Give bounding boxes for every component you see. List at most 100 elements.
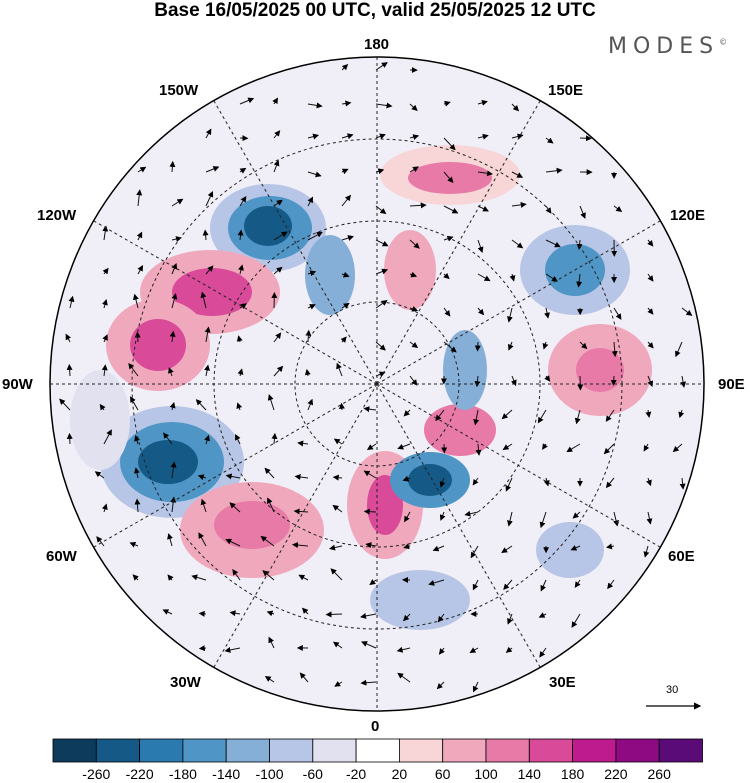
wind-arrow (307, 196, 313, 207)
wind-arrow (170, 461, 177, 479)
colorbar-tick-label: 100 (474, 766, 498, 782)
wind-arrow (645, 409, 652, 418)
wind-arrow (439, 477, 446, 488)
wind-arrow (375, 268, 388, 275)
wind-arrow (443, 100, 451, 107)
wind-arrow (511, 103, 520, 112)
wind-arrow (169, 401, 176, 411)
wind-arrow (576, 273, 583, 288)
anomaly-blob (370, 570, 470, 630)
wind-arrow (341, 63, 349, 71)
wind-arrow (336, 362, 343, 377)
wind-arrow (397, 672, 411, 683)
wind-arrow (197, 474, 207, 481)
wind-arrow (509, 273, 516, 282)
wind-arrow (341, 168, 349, 175)
wind-arrow (341, 235, 354, 241)
wind-arrow (299, 672, 309, 683)
wind-arrow (363, 406, 377, 413)
wind-arrow (237, 229, 244, 241)
wind-arrow (443, 307, 451, 317)
wind-arrow (404, 511, 411, 523)
wind-arrow (198, 532, 207, 547)
wind-arrow (375, 239, 389, 247)
wind-arrow (101, 503, 108, 513)
brand-mark: © (719, 37, 728, 47)
wind-arrow (607, 579, 615, 590)
wind-arrow (574, 579, 581, 588)
wind-arrow (472, 477, 479, 486)
anomaly-blob (408, 464, 452, 496)
lon-label-30w: 30W (170, 674, 201, 691)
wind-arrow (137, 264, 143, 275)
wind-arrow (679, 477, 686, 490)
wind-arrow (643, 545, 650, 558)
wind-arrow (360, 679, 377, 686)
anomaly-blob (138, 440, 198, 484)
wind-arrow (375, 205, 387, 215)
wind-arrow (436, 681, 445, 690)
wind-arrow (229, 610, 241, 617)
lon-label-150w: 150W (159, 82, 199, 99)
wind-arrow (169, 160, 176, 173)
modes-logo: MODES© (608, 34, 727, 59)
wind-arrow (363, 470, 377, 479)
anomaly-blob (130, 319, 186, 371)
wind-arrow (409, 239, 420, 249)
colorbar-swatch (442, 738, 487, 763)
wind-arrow (647, 273, 654, 282)
wind-arrow (409, 202, 427, 209)
wind-arrow (613, 511, 619, 527)
wind-arrow (204, 364, 211, 377)
wind-arrow (507, 511, 513, 527)
colorbar-swatch (95, 738, 141, 763)
graticule (50, 57, 704, 711)
wind-arrow (544, 375, 551, 382)
wind-arrow (537, 409, 547, 424)
wind-arrow (205, 166, 220, 173)
lon-label-150e: 150E (548, 82, 584, 99)
wind-arrow (403, 543, 411, 550)
wind-arrow (477, 307, 485, 316)
wind-arrow (360, 612, 377, 619)
wind-arrow (579, 341, 588, 350)
wind-arrow (171, 198, 184, 207)
wind-arrow (432, 545, 445, 552)
wind-arrow (171, 293, 178, 309)
wind-arrow (332, 474, 343, 481)
wind-arrow (341, 133, 354, 140)
wind-arrow (130, 396, 139, 411)
lon-label-30e: 30E (549, 674, 576, 691)
wind-arrow (268, 636, 275, 649)
wind-arrow (101, 364, 108, 377)
wind-arrow (307, 171, 322, 178)
wind-arrow (576, 239, 583, 250)
reference-vector-label: 30 (666, 684, 679, 696)
wind-arrow (542, 443, 548, 450)
wind-arrow (136, 231, 143, 241)
wind-arrow (409, 271, 418, 278)
wind-arrow (643, 443, 650, 452)
wind-arrow (200, 291, 207, 309)
wind-arrow (613, 205, 623, 212)
wind-arrow (307, 398, 314, 411)
wind-arrow (605, 409, 615, 422)
wind-arrow (225, 538, 241, 547)
anomaly-blob (424, 404, 496, 456)
anomaly-blob (305, 235, 355, 315)
wind-arrow (198, 610, 207, 617)
wind-arrow (273, 231, 288, 241)
wind-arrow (167, 574, 174, 581)
wind-arrow (325, 611, 343, 618)
wind-arrow (267, 394, 275, 411)
wind-arrow (94, 471, 105, 479)
wind-arrow (262, 570, 275, 581)
wind-arrow (511, 201, 527, 208)
wind-arrow (611, 341, 618, 358)
wind-arrow (474, 375, 481, 388)
wind-arrow (341, 271, 350, 278)
wind-arrow (507, 307, 513, 323)
wind-arrow (409, 103, 418, 112)
wind-arrow (134, 467, 140, 479)
wind-arrow (198, 645, 207, 652)
